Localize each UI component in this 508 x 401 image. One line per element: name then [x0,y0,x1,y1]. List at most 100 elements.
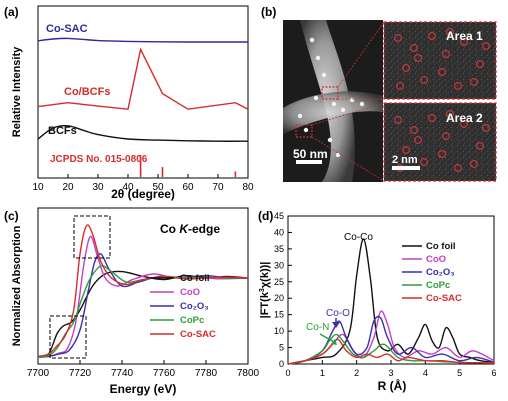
panel-c-label: (c) [4,209,19,223]
single-atom-circle [402,146,410,154]
single-atom-circle [414,54,422,62]
connector-2b [311,136,385,182]
single-atom-circle [438,150,446,158]
scalebar-main [296,160,322,164]
xanes-trace-coo [37,235,249,358]
panel-c-xtick-label: 7760 [153,368,176,379]
scalebar-inset [392,166,420,170]
area-1-marker [321,86,339,100]
inset-area-1-atoms [394,28,490,90]
xrd-trace-co-bcfs [37,47,249,110]
single-atom-circle [460,120,468,128]
panel-d-xtick-label: 2 [354,368,359,378]
single-atom-circle [454,82,462,90]
panel-d-xticks: 0 1 2 3 4 5 6 [285,360,497,378]
panel-c-title: Co K-edge [160,222,220,236]
panel-d-ytick-label: 5 [279,343,284,353]
legend-label-coo: CoO [426,254,446,265]
single-atom-circle [476,60,484,68]
scalebar-main-label: 50 nm [293,147,328,161]
panel-d-ytick-label: 25 [274,277,284,287]
legend-label-coo: CoO [180,287,200,298]
panel-c-xticks: 7700 7720 7740 7760 7780 7800 [27,360,260,379]
nanoparticle-dot [349,97,355,103]
inset-area-1-label: Area 1 [446,29,483,43]
panel-a-ylabel: Relative Intensity [11,46,23,137]
exafs-trace-co2o3 [287,315,495,365]
panel-d-xtick-label: 5 [457,368,462,378]
single-atom-circle [402,64,410,72]
legend-label-co-foil: Co foil [180,273,210,284]
panel-c-traces [37,224,249,358]
nanoparticle-dot [331,101,337,107]
single-atom-circle [410,44,418,52]
single-atom-circle [482,124,490,132]
panel-c-legend: Co foil CoO Co₂O₃ CoPc Co-SAC [150,273,216,340]
single-atom-circle [396,82,404,90]
nanoparticle-dot [315,55,321,61]
single-atom-circle [394,116,402,124]
panel-d-ytick-label: 15 [274,310,284,320]
single-atom-circle [420,76,428,84]
legend-label-copc: CoPc [180,315,204,326]
nanoparticle-dot [359,101,365,107]
single-atom-circle [414,136,422,144]
panel-a: (a) 10 20 30 40 50 60 70 80 2θ (degree) Relativ… [4,5,254,201]
panel-d-xtick-label: 6 [491,368,496,378]
panel-d-label: (d) [258,209,273,223]
panel-c-xlabel: Energy (eV) [110,382,177,396]
label-co-bcfs: Co/BCFs [64,86,110,98]
panel-b-label: (b) [261,5,276,19]
panel-a-xtick-label: 10 [32,182,44,193]
single-atom-circle [476,142,484,150]
panel-a-xtick-label: 30 [92,182,104,193]
label-bcfs: BCFs [48,125,77,137]
xanes-trace-co-sac [37,224,249,358]
legend-label-co-sac: Co-SAC [180,329,216,340]
panel-a-xtick-label: 50 [152,182,164,193]
single-atom-circle [446,110,454,118]
single-atom-circle [470,78,478,86]
panel-d-ytick-label: 35 [274,244,284,254]
panel-c-xtick-label: 7800 [237,368,260,379]
pre-edge-zoom-box [49,315,87,359]
panel-a-xlabel: 2θ (degree) [111,187,175,201]
legend-label-co-foil: Co foil [426,241,456,252]
white-line-zoom-box [73,215,111,259]
panel-a-reference-peaks [139,155,237,177]
single-atom-circle [442,132,450,140]
nanoparticle-dot [303,127,309,133]
inset-area-1 [383,21,497,100]
xrd-trace-bcfs [37,124,249,142]
legend-label-copc: CoPc [426,280,450,291]
legend-label-co2o3: Co₂O₃ [426,267,455,278]
single-atom-circle [410,126,418,134]
inset-area-2-label: Area 2 [446,111,483,125]
panel-d-legend: Co foil CoO Co₂O₃ CoPc Co-SAC [402,241,462,304]
panel-a-xtick-label: 80 [242,182,254,193]
xanes-trace-co2o3 [37,253,249,358]
panel-d-xtick-label: 3 [388,368,393,378]
arrow-co-n [319,333,335,343]
nanoparticle-dot [340,107,346,113]
panel-d-yticks: 0 5 10 15 20 25 30 35 40 45 [274,211,292,369]
panel-b: (b) 50 nm Area 1 [261,5,497,182]
panel-c-xtick-label: 7700 [27,368,50,379]
panel-d-xlabel: R (Å) [378,378,407,393]
single-atom-circle [420,158,428,166]
fiber-horizontal [283,91,383,134]
scalebar-inset-label: 2 nm [392,154,418,166]
connector-1a [337,21,385,88]
panel-d-ytick-label: 45 [274,211,284,221]
single-atom-circle [454,164,462,172]
xrd-trace-co-sac [37,37,248,43]
panel-c-frame [37,207,249,365]
panel-d-ytick-label: 20 [274,293,284,303]
panel-d-ytick-label: 30 [274,260,284,270]
panel-a-xtick-label: 70 [212,182,224,193]
panel-a-traces [37,37,249,142]
panel-d-ytick-label: 0 [279,359,284,369]
single-atom-circle [446,28,454,36]
